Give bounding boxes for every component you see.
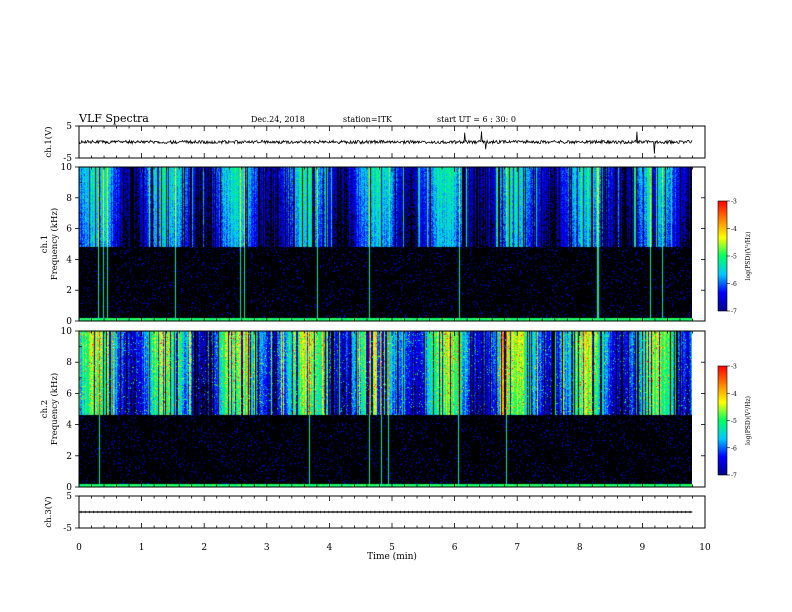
ch1-colorbar-label: log(PSD)(V²/Hz) bbox=[745, 232, 752, 281]
ch3-waveform-ylabel: ch.3(V) bbox=[43, 496, 54, 527]
ch2-spectrogram-image bbox=[79, 331, 692, 487]
start-time-label: start UT = 6 : 30: 0 bbox=[437, 115, 516, 124]
ch1-waveform-line bbox=[78, 131, 693, 154]
x-axis-label: Time (min) bbox=[367, 551, 417, 562]
ch2-spectrogram-ylabel: Frequency (kHz) bbox=[49, 373, 60, 445]
ch3-waveform-ytick-label: -5 bbox=[63, 524, 72, 534]
ch2-colorbar-bar bbox=[717, 365, 728, 476]
xtick-label: 2 bbox=[201, 543, 207, 553]
date-label: Dec.24, 2018 bbox=[251, 115, 305, 124]
figure-title: VLF Spectra bbox=[79, 112, 149, 125]
ch2-spectrogram-ylabel: ch.2 bbox=[40, 400, 50, 418]
ch2-colorbar-label: log(PSD)(V²/Hz) bbox=[745, 396, 752, 445]
ch2-spectrogram-ytick-label: 6 bbox=[66, 389, 72, 399]
xtick-label: 9 bbox=[640, 543, 646, 553]
ch1-colorbar-tick-label: -6 bbox=[731, 281, 737, 288]
ch1-colorbar-bar bbox=[717, 200, 728, 312]
xtick-label: 0 bbox=[76, 543, 82, 553]
ch1-spectrogram-ytick-label: 10 bbox=[61, 163, 73, 173]
xtick-label: 4 bbox=[327, 543, 333, 553]
ch1-spectrogram-ytick-label: 6 bbox=[66, 225, 72, 235]
ch1-spectrogram-ylabel: ch.1 bbox=[40, 235, 50, 253]
xtick-label: 1 bbox=[139, 543, 145, 553]
ch1-colorbar-tick-label: -4 bbox=[731, 226, 737, 233]
ch2-colorbar-tick-label: -3 bbox=[731, 364, 737, 371]
ch1-waveform-ytick-label: -5 bbox=[63, 154, 72, 164]
ch1-spectrogram-ytick-label: 2 bbox=[66, 286, 72, 296]
xtick-label: 7 bbox=[514, 543, 520, 553]
ch2-colorbar-tick-label: -5 bbox=[731, 418, 737, 425]
ch2-spectrogram-ytick-label: 2 bbox=[66, 452, 72, 462]
ch1-colorbar-tick-label: -5 bbox=[731, 254, 737, 261]
xtick-label: 6 bbox=[452, 543, 458, 553]
ch1-colorbar-tick-label: -3 bbox=[731, 199, 737, 206]
station-label: station=ITK bbox=[343, 115, 393, 124]
ch2-spectrogram-ytick-label: 4 bbox=[66, 421, 72, 431]
ch1-spectrogram-image bbox=[79, 167, 692, 321]
ch1-spectrogram-ylabel: Frequency (kHz) bbox=[49, 208, 60, 280]
ch2-colorbar-tick-label: -4 bbox=[731, 391, 737, 398]
ch1-waveform-ylabel: ch.1(V) bbox=[43, 126, 54, 157]
ch1-colorbar-tick-label: -7 bbox=[731, 309, 737, 316]
ch1-waveform-ytick-label: 5 bbox=[66, 122, 72, 132]
ch3-waveform-ytick-label: 5 bbox=[66, 492, 72, 502]
ch2-spectrogram-ytick-label: 8 bbox=[66, 358, 72, 368]
xtick-label: 8 bbox=[577, 543, 583, 553]
xtick-label: 10 bbox=[699, 543, 711, 553]
ch2-spectrogram-ytick-label: 0 bbox=[66, 483, 72, 493]
xtick-label: 5 bbox=[389, 543, 395, 553]
xtick-label: 3 bbox=[264, 543, 270, 553]
ch1-spectrogram-ytick-label: 4 bbox=[66, 255, 72, 265]
ch1-spectrogram-ytick-label: 8 bbox=[66, 194, 72, 204]
ch2-spectrogram-ytick-label: 10 bbox=[61, 327, 73, 337]
ch2-colorbar-tick-label: -7 bbox=[731, 473, 737, 480]
spectrogram-images bbox=[79, 167, 692, 487]
ch2-colorbar-tick-label: -6 bbox=[731, 445, 737, 452]
ch1-spectrogram-ytick-label: 0 bbox=[66, 317, 72, 327]
